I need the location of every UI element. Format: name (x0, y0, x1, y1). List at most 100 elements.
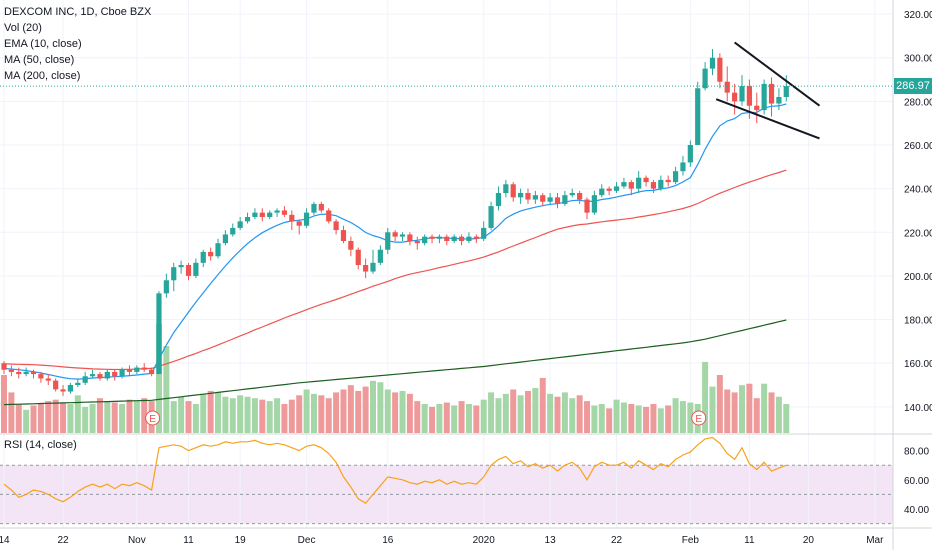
volume-bar (111, 402, 118, 433)
volume-bar (355, 390, 362, 433)
volume-bar (547, 393, 554, 433)
volume-bar (524, 390, 531, 433)
candle-body (193, 262, 199, 276)
candle-body (540, 195, 546, 202)
price-tick-label: 160.00 (904, 359, 932, 370)
candle-body (230, 227, 236, 235)
volume-bar (207, 390, 214, 433)
volume-bar (155, 324, 162, 433)
volume-bar (119, 404, 126, 433)
volume-bar (665, 405, 672, 433)
candle-body (599, 188, 605, 196)
candle-body (695, 88, 701, 145)
upper-trendline (734, 41, 821, 107)
volume-bar (237, 395, 244, 433)
volume-bar (52, 399, 59, 433)
candle-body (274, 210, 280, 213)
candle-body (658, 179, 664, 189)
price-tick-label: 260.00 (904, 141, 932, 152)
rsi-legend[interactable]: RSI (14, close) (4, 439, 77, 451)
candle-body (296, 221, 302, 226)
candle-body (628, 182, 634, 189)
candle-body (222, 234, 228, 244)
candle-body (458, 236, 465, 241)
volume-bar (244, 396, 251, 433)
volume-bar (465, 404, 472, 433)
candle-body (717, 57, 723, 82)
candle-body (702, 68, 708, 89)
volume-bar (215, 392, 222, 433)
volume-bar (288, 399, 295, 433)
candle-body (783, 86, 789, 97)
volume-bar (67, 404, 74, 433)
candle-body (776, 97, 782, 104)
volume-bar (436, 404, 443, 433)
volume-bar (30, 405, 37, 433)
volume-bar (643, 406, 650, 433)
volume-bar (406, 393, 413, 433)
time-tick-label: 22 (57, 535, 69, 546)
candle-body (577, 193, 583, 200)
candle-body (75, 382, 81, 385)
volume-bar (325, 398, 332, 433)
candle-body (650, 182, 657, 189)
candle-body (23, 371, 29, 375)
price-tick-label: 280.00 (904, 97, 932, 108)
candle-body (518, 193, 524, 198)
candle-body (97, 374, 103, 379)
lower-trendline (715, 98, 820, 140)
candle-body (451, 236, 457, 241)
volume-bar (458, 401, 465, 433)
time-tick-label: Nov (128, 535, 146, 546)
volume-bar (702, 361, 709, 433)
candle-body (732, 92, 738, 102)
candle-body (259, 212, 265, 217)
legend-ma50[interactable]: MA (50, close) (4, 54, 75, 66)
volume-bar (775, 396, 782, 433)
volume-bar (679, 401, 686, 433)
candle-body (680, 162, 686, 172)
candle-body (768, 83, 775, 104)
candle-body (311, 203, 317, 213)
time-tick-label: 2020 (473, 535, 496, 546)
price-tick-label: 180.00 (904, 316, 932, 327)
legend-ma200[interactable]: MA (200, close) (4, 70, 81, 82)
volume-bar (15, 404, 22, 433)
time-tick-label: 19 (235, 535, 247, 546)
volume-bar (569, 398, 576, 433)
legend-volume[interactable]: Vol (20) (4, 22, 42, 34)
candle-body (547, 197, 553, 202)
volume-bar (370, 380, 376, 433)
candle-body (495, 193, 502, 207)
candle-body (208, 251, 214, 257)
rsi-tick-label: 40.00 (904, 505, 929, 516)
volume-bar (126, 399, 133, 433)
candle-body (53, 380, 59, 390)
price-tick-label: 320.00 (904, 10, 932, 21)
earnings-marker-label: E (149, 414, 156, 425)
volume-bar (347, 385, 354, 433)
volume-bar (768, 392, 775, 433)
candle-body (281, 210, 288, 215)
volume-bar (251, 398, 258, 433)
volume-bar (650, 404, 657, 433)
candle-body (178, 265, 184, 268)
earnings-marker (691, 410, 707, 426)
candle-body (436, 236, 443, 239)
price-tick-label: 220.00 (904, 228, 932, 239)
symbol-title[interactable]: DEXCOM INC, 1D, Cboe BZX (4, 6, 152, 18)
candle-body (606, 188, 612, 191)
volume-bar (82, 406, 89, 433)
volume-bar (96, 398, 103, 433)
volume-bar (724, 389, 731, 433)
candle-body (510, 184, 516, 198)
legend-ema[interactable]: EMA (10, close) (4, 38, 82, 50)
candle-body (30, 371, 37, 375)
price-tick-label: 200.00 (904, 272, 932, 283)
candle-body (38, 374, 44, 379)
volume-bar (591, 405, 598, 433)
volume-bar (340, 389, 347, 433)
candle-body (532, 195, 538, 200)
